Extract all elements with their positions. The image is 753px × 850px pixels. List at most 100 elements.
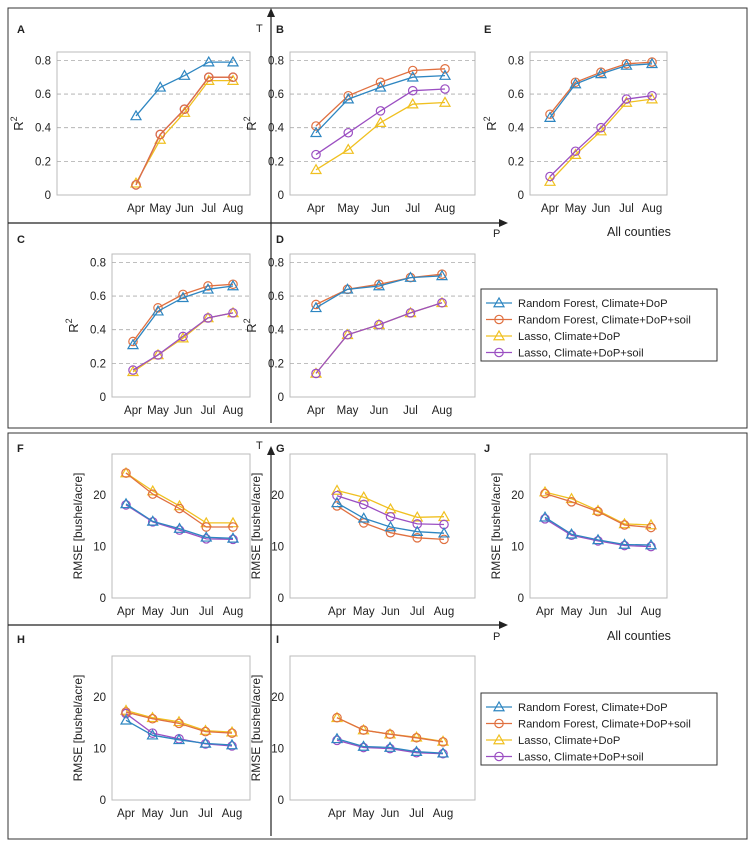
panel-H-data-point [172,733,186,745]
panel-G-data-point [412,533,423,543]
panel-J-data-point [618,538,631,549]
panel-G-data-point [332,490,342,501]
panel-G-data-point [330,496,344,508]
panel-J-xtick-label: Apr [536,606,554,618]
panel-G-xtick-label: Apr [328,606,346,618]
panel-B-series-line [315,74,446,134]
panel-B-data-point [438,69,452,80]
legend-top-swatch-marker [492,296,506,308]
panel-G-data-point [330,484,344,495]
panel-A-series-line [135,61,233,117]
panel-J-data-point [538,511,552,522]
legend-bottom-swatch-marker [492,700,506,712]
panel-J-data-point [646,522,656,533]
panel-E-data-point [545,109,555,120]
panel-J-ylabel: RMSE [bushel/acre] [489,473,503,580]
panel-F-data-point [147,489,158,499]
panel-I: 0 10 20 Apr May Jun Jul Aug RMSE [bushel/acre] I [249,634,476,820]
panel-H-data-point [146,711,159,723]
panel-F-xtick-label: Jun [170,606,189,618]
panel-J-xtick-label: Jul [617,606,632,618]
panel-D-ytick-label: 0.2 [268,358,284,370]
panel-H-data-point [147,713,158,724]
panel-H-series-line [125,711,233,734]
legend-top-entry-label: Lasso, Climate+DoP [518,331,620,343]
top-t-letter: T [256,23,263,35]
panel-F-data-point [119,497,133,509]
panel-F-data-point [228,534,238,545]
panel-A-data-point [154,81,167,92]
panel-D-xtick-label: Aug [432,405,452,417]
panel-A-xtick-label: Jul [201,203,216,215]
bottom-all-counties-label: All counties [607,629,671,643]
panel-B-data-point [374,81,387,92]
panel-B-data-point [440,64,450,74]
panel-D-data-point [342,329,353,340]
panel-E-series-line [549,61,653,115]
panel-E-data-point [621,94,632,104]
panel-A: 0 0.2 0.4 0.6 0.8 Apr May Jun Jul Aug R2 A [9,24,251,215]
panel-C: 0 0.2 0.4 0.6 0.8 Apr May Jun Jul Aug R2 C [17,234,251,417]
panel-A-ylabel-superscript: 2 [9,116,19,121]
panel-D-xtick-label: May [337,405,359,417]
panel-B: 0 0.2 0.4 0.6 0.8 Apr May Jun Jul Aug R2 B [242,24,476,215]
panel-I-data-point [385,729,395,739]
panel-B-data-point [342,92,355,104]
panel-I-data-point [411,747,422,758]
panel-I-data-point [411,732,422,743]
panel-H-ylabel: RMSE [bushel/acre] [71,675,85,782]
panel-J-data-point [565,528,578,539]
panel-J-ytick-label: 10 [511,542,524,554]
panel-I-data-point [436,735,450,746]
panel-E-xtick-label: May [565,203,587,215]
legend-top-entry-label: Random Forest, Climate+DoP [518,298,668,310]
panel-I-data-point [436,746,450,758]
panel-B-data-point [406,71,419,82]
panel-H-ytick-label: 20 [93,692,106,704]
panel-C-data-point [228,308,238,318]
panel-B-data-point [375,77,386,88]
panel-H-data-point [146,728,159,740]
panel-B-data-point [438,96,452,107]
panel-E-data-point [543,175,557,186]
panel-B-xtick-label: Jun [371,203,390,215]
panel-C-xtick-label: Apr [124,405,142,417]
panel-B-data-point [407,85,418,96]
panel-E-data-point [596,122,606,133]
panel-I-ytick-label: 0 [278,795,284,807]
panel-F-xtick-label: Aug [223,606,243,618]
panel-A-xtick-label: Aug [223,203,243,215]
panel-J-xtick-label: Aug [641,606,661,618]
top-frame [7,7,748,429]
panel-J-series-line [544,516,652,546]
panel-I-data-point [330,732,344,744]
panel-B-series-line [315,88,446,156]
panel-C-xtick-label: Jun [174,405,193,417]
panel-J-xtick-label: May [561,606,583,618]
panel-F-data-point [146,515,159,526]
panel-J-series-line [544,492,652,529]
panel-C-data-point [203,313,213,323]
panel-G-data-point [357,490,370,502]
panel-E-data-point [647,90,657,101]
legend-bottom-entry-label: Random Forest, Climate+DoP [518,702,668,714]
panel-D-letter: D [276,234,284,246]
panel-A-data-point [179,104,190,114]
panel-A-letter: A [17,24,25,36]
panel-C-xtick-label: Jul [201,405,216,417]
panel-H-xtick-label: May [142,808,164,820]
panel-J-letter: J [484,443,490,455]
panel-F-series-line [125,472,233,524]
panel-I-data-point [332,712,342,723]
panel-H-series-line [125,713,233,747]
panel-B-letter: B [276,24,284,36]
panel-J-data-point [591,533,605,545]
legend-bottom-swatch-marker [492,733,506,745]
panel-G-series-line [336,502,445,534]
legend-top-swatch-marker [494,347,504,358]
panel-D-data-point [311,299,321,310]
panel-F-data-point [226,532,240,543]
panel-H-data-point [200,726,211,737]
panel-G-data-point [411,511,424,522]
panel-G-series-line [336,495,445,526]
